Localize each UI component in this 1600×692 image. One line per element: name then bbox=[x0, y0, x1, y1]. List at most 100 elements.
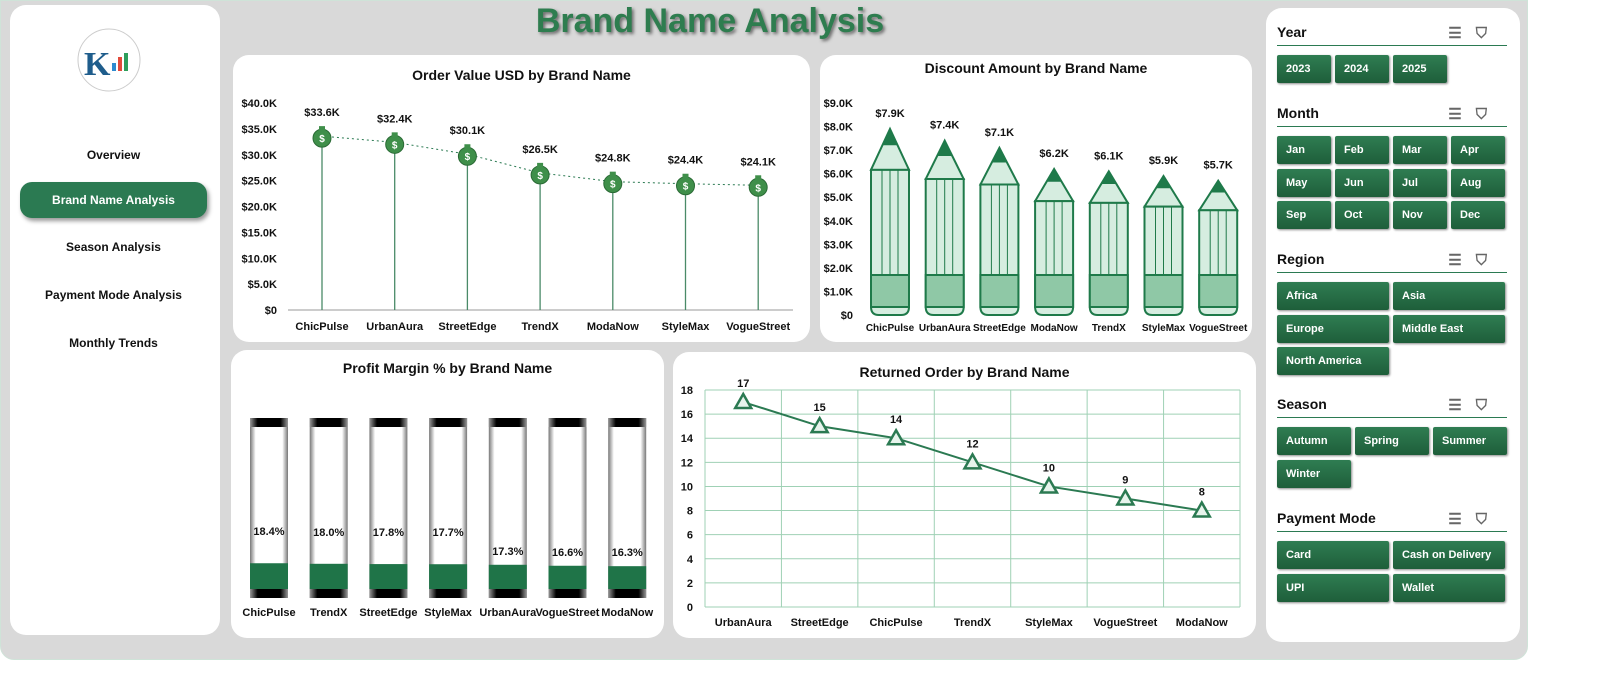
slicer-item[interactable]: 2023 bbox=[1277, 55, 1331, 83]
slicer-item[interactable]: Asia bbox=[1393, 282, 1505, 310]
slicer-item[interactable]: Jul bbox=[1393, 168, 1447, 197]
nav-monthly-trends[interactable]: Monthly Trends bbox=[69, 336, 158, 350]
tube-cap-top bbox=[309, 418, 348, 427]
chart-svg: 0 2 4 6 8 10 12 14 16 18 17 UrbanAura 15 StreetEdge 14… bbox=[681, 378, 1241, 629]
slicer-item[interactable]: Wallet bbox=[1393, 573, 1505, 602]
triangle-marker bbox=[962, 451, 983, 470]
slicer-item[interactable]: Nov bbox=[1393, 201, 1447, 229]
clear-filter-icon[interactable]: ⛉ bbox=[1475, 397, 1501, 414]
slicer-item[interactable]: 2024 bbox=[1335, 55, 1389, 83]
x-tick-label: ModaNow bbox=[1030, 323, 1077, 334]
slicer-item[interactable]: Jan bbox=[1277, 136, 1331, 164]
slicer-item[interactable]: Spring bbox=[1355, 427, 1429, 455]
nav-season-analysis[interactable]: Season Analysis bbox=[66, 240, 161, 254]
slicer-item[interactable]: Autumn bbox=[1277, 427, 1351, 455]
slicer-item[interactable]: 2025 bbox=[1393, 55, 1447, 83]
tube-bar bbox=[548, 418, 587, 598]
data-label: $30.1K bbox=[450, 125, 486, 137]
y-tick-label: $1.0K bbox=[824, 286, 853, 298]
x-tick-label: ChicPulse bbox=[242, 607, 295, 619]
data-label: $32.4K bbox=[377, 113, 413, 125]
pencil-band bbox=[1034, 274, 1075, 308]
data-label: $24.1K bbox=[740, 156, 776, 168]
tube-cap-top bbox=[429, 418, 468, 427]
clear-filter-icon[interactable]: ⛉ bbox=[1475, 252, 1501, 269]
x-tick-label: TrendX bbox=[954, 617, 992, 629]
slicer-item[interactable]: North America bbox=[1277, 347, 1389, 375]
tube-bar bbox=[369, 418, 408, 598]
pencil-lead bbox=[1101, 171, 1116, 184]
slicer-item[interactable]: Aug bbox=[1451, 168, 1505, 197]
y-tick-label: $0 bbox=[841, 310, 853, 322]
tube-bar bbox=[488, 418, 527, 598]
y-tick-label: $0 bbox=[265, 305, 277, 317]
x-tick-label: StyleMax bbox=[424, 607, 473, 619]
slicer-item[interactable]: Sep bbox=[1277, 201, 1331, 229]
slicer-item[interactable]: Dec bbox=[1451, 201, 1505, 229]
slicer-item[interactable]: UPI bbox=[1277, 573, 1389, 602]
tube-cap-bottom bbox=[369, 589, 408, 598]
slicer-item[interactable]: Winter bbox=[1277, 459, 1351, 488]
nav-payment-mode-analysis[interactable]: Payment Mode Analysis bbox=[45, 288, 182, 302]
slicer-item[interactable]: Apr bbox=[1451, 136, 1505, 164]
data-label: 17 bbox=[737, 378, 749, 390]
multi-select-icon[interactable]: ☰ bbox=[1448, 25, 1476, 42]
bag-neck bbox=[755, 175, 762, 181]
tube-fill bbox=[608, 566, 647, 589]
x-tick-label: StreetEdge bbox=[359, 607, 417, 619]
clear-filter-icon[interactable]: ⛉ bbox=[1475, 25, 1501, 42]
pencil-lead bbox=[992, 147, 1007, 163]
y-tick-label: $8.0K bbox=[824, 122, 853, 134]
tube-cap-bottom bbox=[309, 589, 348, 598]
tube-cap-bottom bbox=[429, 589, 468, 598]
slicer-title: Year bbox=[1277, 24, 1307, 40]
pencil-lead bbox=[1211, 180, 1226, 193]
money-bag-icon: $ bbox=[530, 162, 550, 185]
clear-filter-icon[interactable]: ⛉ bbox=[1475, 106, 1501, 123]
tube-fill bbox=[369, 564, 408, 589]
pencil-lead bbox=[883, 128, 897, 146]
slicer-item[interactable]: Cash on Delivery bbox=[1393, 541, 1505, 569]
slicer-title: Month bbox=[1277, 105, 1319, 121]
bag-neck bbox=[537, 162, 544, 168]
tube-bar bbox=[309, 418, 348, 598]
slicer-item[interactable]: Jun bbox=[1335, 168, 1389, 197]
slicer-item[interactable]: Africa bbox=[1277, 282, 1389, 310]
x-tick-label: TrendX bbox=[1092, 323, 1126, 334]
y-tick-label: $9.0K bbox=[824, 98, 853, 110]
money-bag-icon: $ bbox=[457, 144, 477, 166]
x-tick-label: ChicPulse bbox=[866, 323, 915, 334]
nav-overview[interactable]: Overview bbox=[86, 148, 141, 162]
bag-neck bbox=[391, 132, 398, 138]
triangle-marker bbox=[1191, 500, 1212, 518]
logo: K bbox=[77, 28, 141, 92]
money-bag-icon: $ bbox=[603, 171, 623, 194]
slicer-item[interactable]: Europe bbox=[1277, 314, 1389, 343]
y-tick-label: $35.0K bbox=[242, 124, 278, 136]
nav-brand-name-analysis[interactable]: Brand Name Analysis bbox=[20, 182, 207, 218]
slicer-item[interactable]: Summer bbox=[1433, 427, 1507, 455]
multi-select-icon[interactable]: ☰ bbox=[1448, 106, 1476, 123]
y-tick-label: 0 bbox=[687, 602, 693, 614]
page-title: Brand Name Analysis bbox=[535, 2, 885, 40]
triangle-marker bbox=[1115, 487, 1136, 506]
slicer-item[interactable]: Mar bbox=[1393, 136, 1447, 164]
multi-select-icon[interactable]: ☰ bbox=[1448, 511, 1476, 528]
slicer-item[interactable]: Middle East bbox=[1393, 314, 1505, 343]
slicer-item[interactable]: Oct bbox=[1335, 201, 1389, 229]
x-tick-label: StyleMax bbox=[1025, 617, 1074, 629]
money-bag-icon: $ bbox=[748, 175, 768, 197]
x-tick-label: TrendX bbox=[310, 607, 348, 619]
multi-select-icon[interactable]: ☰ bbox=[1448, 252, 1476, 269]
multi-select-icon[interactable]: ☰ bbox=[1448, 397, 1476, 414]
pencil-band bbox=[870, 274, 910, 308]
clear-filter-icon[interactable]: ⛉ bbox=[1475, 511, 1501, 528]
chart-svg: 18.4% ChicPulse 18.0% TrendX 17.8% StreetEdge… bbox=[242, 418, 654, 619]
slicer-item[interactable]: Card bbox=[1277, 541, 1389, 569]
slicer-item[interactable]: May bbox=[1277, 168, 1331, 197]
x-tick-label: StreetEdge bbox=[973, 323, 1026, 334]
y-tick-label: $40.0K bbox=[242, 98, 278, 110]
bag-symbol: $ bbox=[319, 134, 325, 145]
pencil-band bbox=[1198, 274, 1239, 308]
slicer-item[interactable]: Feb bbox=[1335, 136, 1389, 164]
